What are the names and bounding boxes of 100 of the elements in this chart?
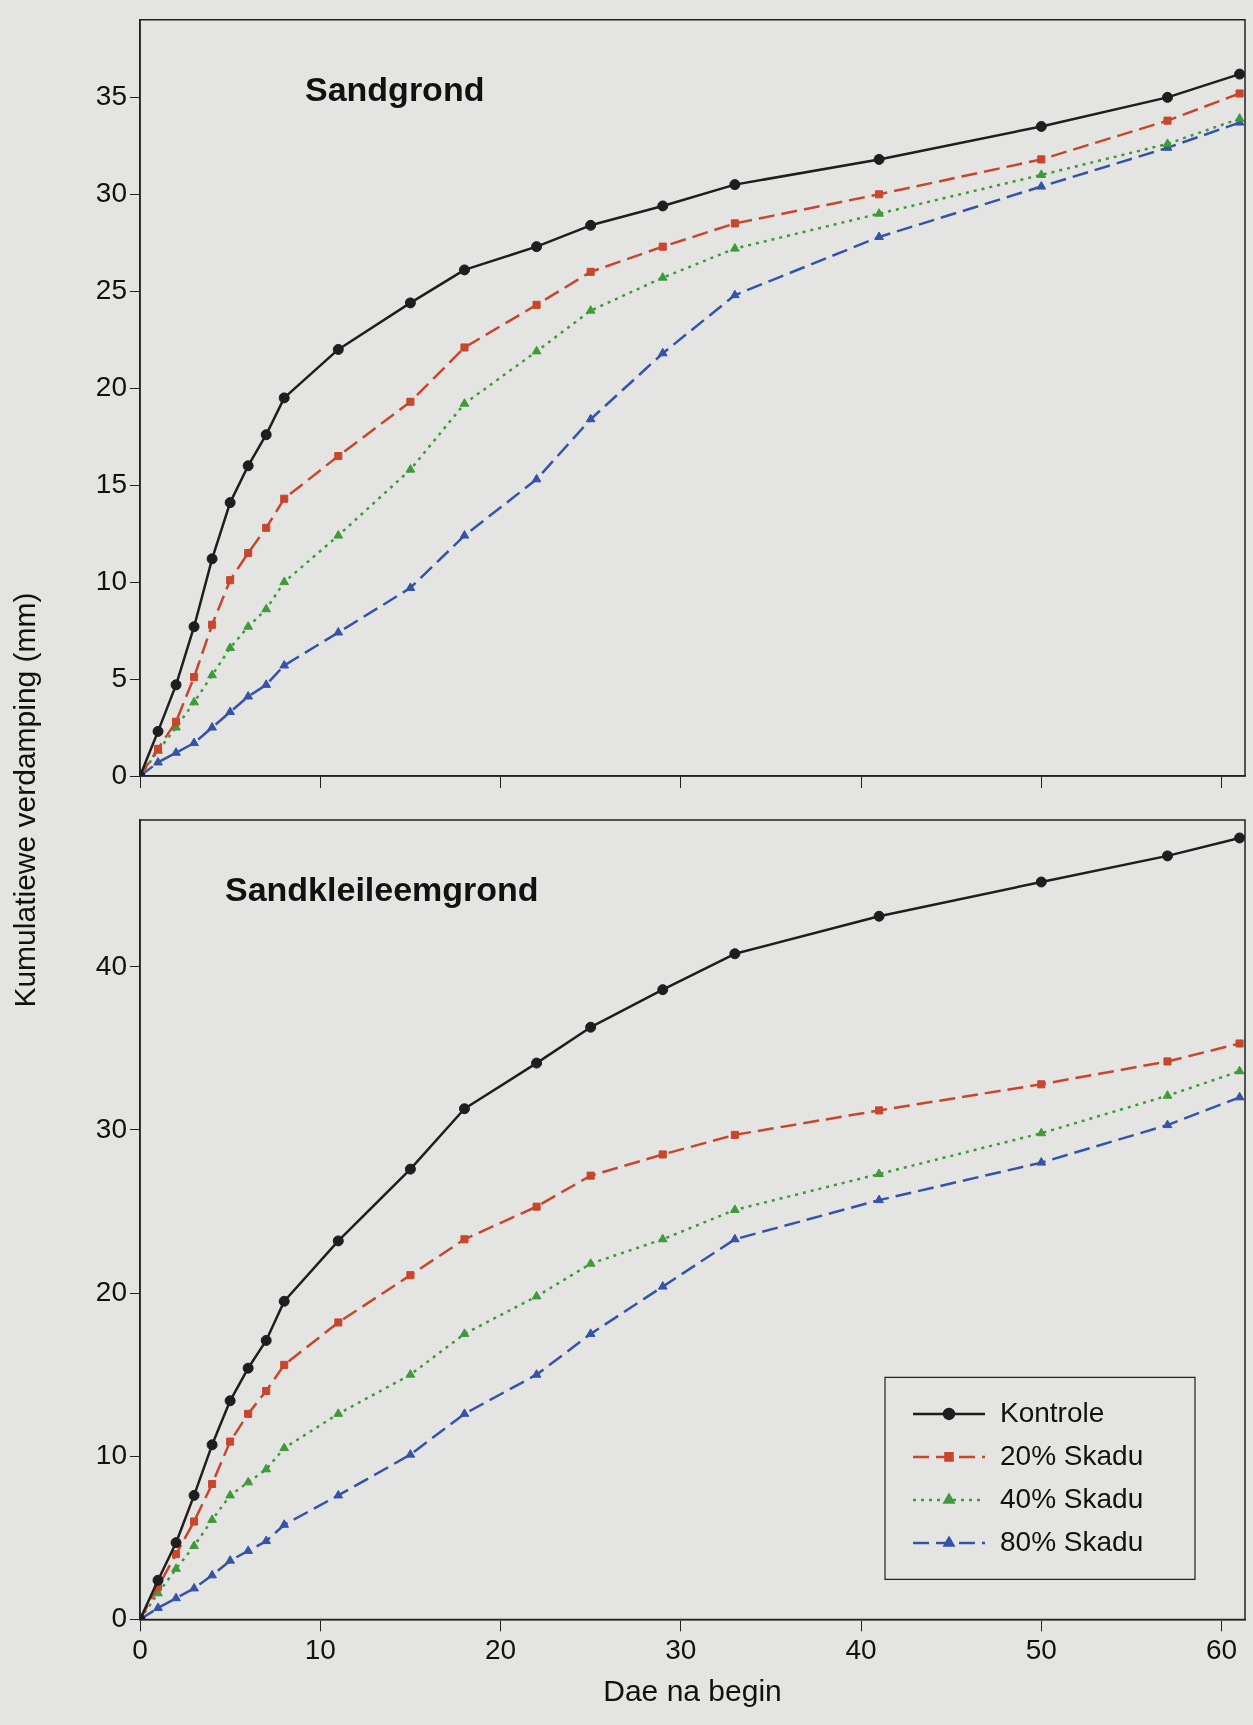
point bbox=[460, 1235, 469, 1244]
point bbox=[873, 910, 885, 922]
y-tick-label: 0 bbox=[111, 1602, 127, 1634]
point bbox=[280, 494, 289, 503]
point bbox=[170, 1537, 182, 1549]
point bbox=[206, 1439, 218, 1451]
point bbox=[874, 208, 884, 217]
point bbox=[153, 1602, 163, 1611]
x-tick-label: 0 bbox=[132, 1633, 148, 1665]
point bbox=[261, 1535, 272, 1545]
point bbox=[262, 1386, 271, 1396]
y-tick-label: 20 bbox=[95, 1275, 127, 1307]
point bbox=[657, 1281, 668, 1290]
point bbox=[152, 1574, 164, 1586]
point bbox=[1161, 850, 1173, 862]
point bbox=[244, 1409, 253, 1418]
point bbox=[207, 669, 217, 679]
point bbox=[207, 722, 217, 731]
point bbox=[875, 1106, 884, 1115]
point bbox=[586, 267, 595, 276]
point bbox=[261, 679, 272, 688]
point bbox=[730, 1233, 740, 1243]
point bbox=[225, 642, 235, 652]
point bbox=[405, 1449, 416, 1458]
point bbox=[532, 1202, 541, 1211]
point bbox=[1036, 181, 1047, 190]
point bbox=[730, 219, 739, 228]
point bbox=[531, 473, 542, 483]
point bbox=[730, 243, 740, 252]
point bbox=[585, 1258, 596, 1267]
point bbox=[1035, 120, 1047, 132]
point bbox=[405, 582, 416, 591]
point bbox=[657, 1233, 668, 1243]
point bbox=[1161, 91, 1173, 103]
y-tick-label: 20 bbox=[95, 370, 127, 402]
point bbox=[585, 219, 597, 231]
point bbox=[1234, 1065, 1245, 1075]
point bbox=[190, 673, 199, 682]
point bbox=[406, 397, 415, 406]
point bbox=[190, 1517, 199, 1526]
point bbox=[278, 392, 290, 404]
y-tick-label: 25 bbox=[95, 273, 127, 305]
point bbox=[279, 1519, 290, 1528]
point bbox=[208, 620, 217, 629]
point bbox=[225, 1555, 235, 1564]
point bbox=[171, 1563, 181, 1572]
point bbox=[1162, 138, 1173, 147]
point bbox=[226, 1437, 235, 1446]
point bbox=[658, 1150, 667, 1159]
point bbox=[261, 1463, 272, 1473]
point bbox=[189, 737, 199, 747]
point bbox=[243, 621, 253, 630]
point bbox=[406, 1271, 415, 1280]
point bbox=[1037, 155, 1046, 164]
point bbox=[658, 242, 667, 251]
point bbox=[172, 1550, 181, 1559]
point bbox=[657, 200, 669, 212]
point bbox=[657, 272, 668, 281]
point bbox=[874, 231, 884, 240]
point bbox=[278, 1295, 290, 1307]
point bbox=[730, 1130, 739, 1139]
point bbox=[458, 1103, 470, 1115]
y-tick-label: 40 bbox=[95, 949, 127, 981]
y-tick-label: 30 bbox=[95, 177, 127, 209]
y-tick-label: 35 bbox=[95, 80, 127, 112]
point bbox=[1234, 1091, 1245, 1101]
point bbox=[459, 530, 470, 539]
point bbox=[1235, 89, 1244, 98]
point bbox=[279, 659, 290, 669]
point bbox=[188, 1489, 200, 1501]
point bbox=[730, 1204, 740, 1213]
point bbox=[226, 576, 235, 585]
point bbox=[280, 1360, 289, 1369]
point bbox=[333, 1408, 344, 1417]
point bbox=[207, 1569, 217, 1579]
point bbox=[170, 679, 182, 691]
point bbox=[460, 343, 469, 352]
point bbox=[730, 289, 740, 299]
x-tick-label: 60 bbox=[1205, 1633, 1238, 1665]
point bbox=[459, 1408, 470, 1417]
point bbox=[586, 1171, 595, 1180]
x-axis-title: Dae na begin bbox=[603, 1674, 782, 1708]
y-tick-label: 10 bbox=[95, 1438, 127, 1470]
point bbox=[1036, 1127, 1047, 1137]
point bbox=[1036, 1157, 1047, 1166]
point bbox=[531, 345, 542, 355]
point bbox=[531, 1057, 543, 1069]
legend-label: 80% Skadu bbox=[1000, 1525, 1144, 1557]
y-axis-title: Kumulatiewe verdamping (mm) bbox=[8, 592, 42, 1008]
point bbox=[458, 264, 470, 276]
point bbox=[1036, 169, 1047, 178]
point bbox=[208, 1479, 217, 1489]
point bbox=[585, 1021, 597, 1033]
point bbox=[531, 1369, 542, 1378]
point bbox=[242, 1362, 254, 1374]
point bbox=[242, 460, 254, 472]
point bbox=[188, 621, 200, 633]
point bbox=[243, 1476, 253, 1486]
point bbox=[873, 153, 885, 165]
point bbox=[152, 725, 164, 737]
